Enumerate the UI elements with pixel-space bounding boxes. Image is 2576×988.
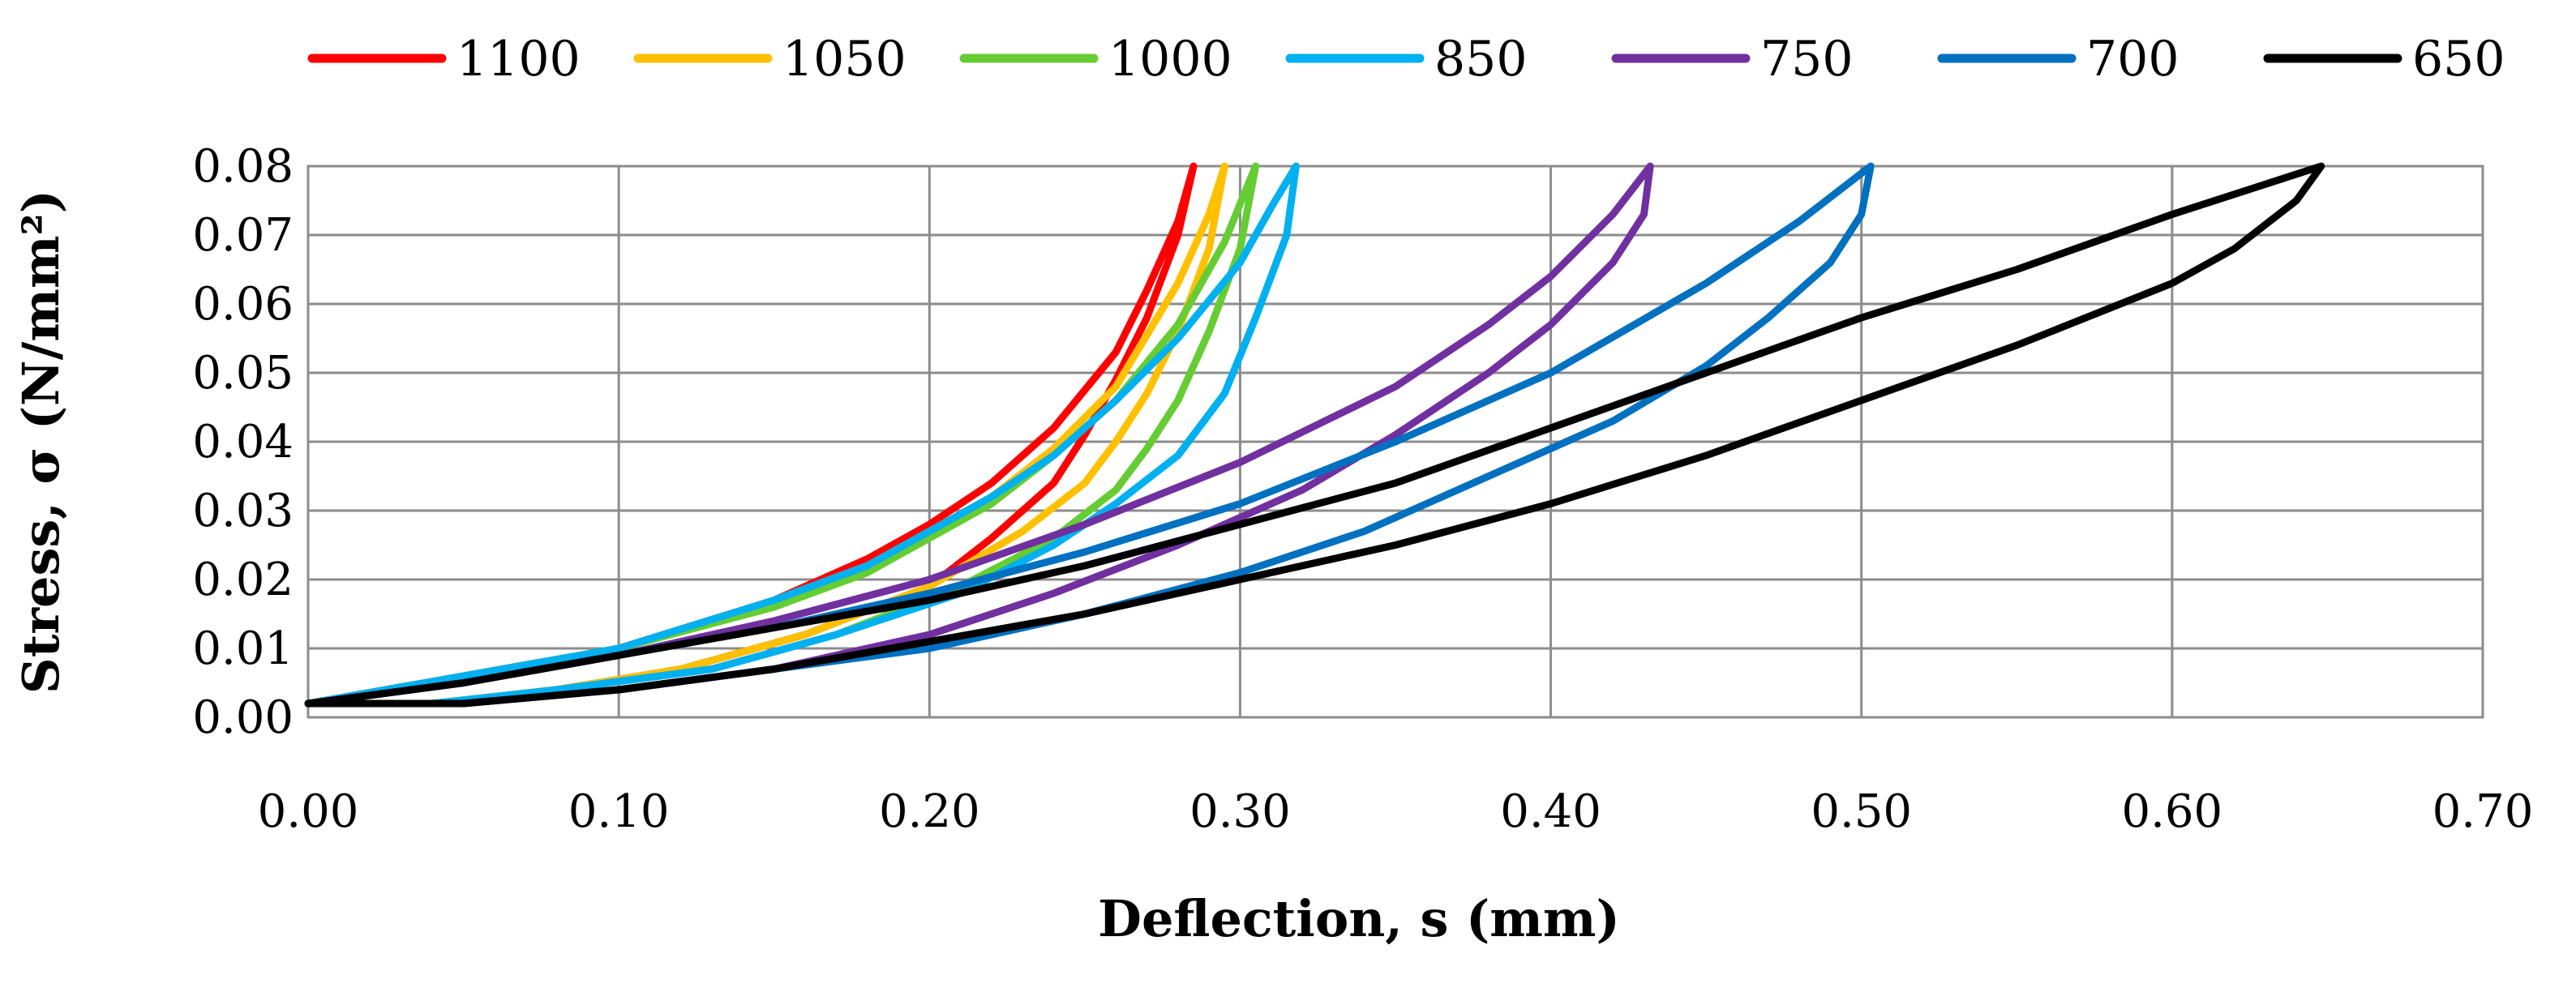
x-axis-title: Deflection, s (mm) — [1098, 889, 1620, 948]
x-tick-label: 0.60 — [2122, 785, 2223, 838]
y-tick-label: 0.07 — [192, 209, 294, 262]
series-line-650 — [304, 162, 2325, 708]
y-axis-title: Stress, σ (N/mm²) — [11, 190, 71, 694]
legend: 1100 1050 1000 850 750 700 650 — [307, 31, 2505, 88]
legend-label-650: 650 — [2412, 31, 2505, 88]
x-tick-label: 0.10 — [568, 785, 670, 838]
legend-label-1100: 1100 — [456, 31, 581, 88]
y-tick-label: 0.08 — [192, 140, 294, 193]
data-series — [304, 162, 2325, 708]
x-tick-label: 0.50 — [1811, 785, 1912, 838]
x-tick-label: 0.70 — [2432, 785, 2534, 838]
legend-label-1000: 1000 — [1108, 31, 1232, 88]
x-tick-label: 0.20 — [879, 785, 980, 838]
plot-area-border — [306, 165, 2484, 719]
y-tick-label: 0.03 — [192, 485, 294, 537]
y-tick-label: 0.04 — [192, 416, 294, 468]
series-line-850 — [304, 162, 1300, 708]
y-tick-label: 0.06 — [192, 278, 294, 331]
x-tick-label: 0.30 — [1189, 785, 1291, 838]
axes: 0.00 0.01 0.02 0.03 0.04 0.05 0.06 0.07 0.08 0.00… — [192, 140, 2533, 838]
y-tick-label: 0.01 — [192, 622, 294, 675]
y-tick-label: 0.02 — [192, 554, 294, 606]
x-tick-label: 0.00 — [258, 785, 359, 838]
legend-label-850: 850 — [1434, 31, 1528, 88]
series-line-750 — [304, 162, 1654, 708]
y-tick-label: 0.05 — [192, 347, 294, 400]
series-line-700 — [304, 162, 1875, 708]
legend-label-750: 750 — [1760, 31, 1854, 88]
y-tick-label: 0.00 — [192, 691, 294, 744]
legend-label-1050: 1050 — [782, 31, 907, 88]
legend-label-700: 700 — [2086, 31, 2180, 88]
x-tick-label: 0.40 — [1500, 785, 1601, 838]
